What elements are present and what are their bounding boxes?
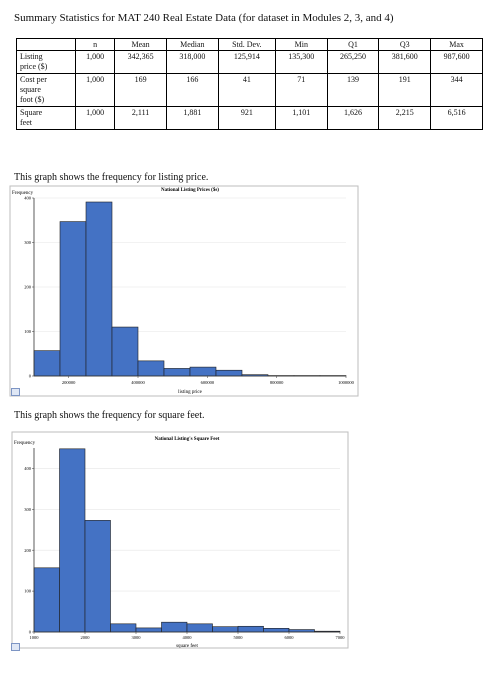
histogram-bar [84, 520, 111, 633]
y-tick-label: 0 [29, 630, 32, 635]
histogram-bar [186, 623, 213, 633]
histogram-bar [163, 368, 191, 377]
table-row: Square feet 1,000 2,111 1,881 921 1,101 1… [16, 106, 483, 130]
histogram-bar [137, 360, 165, 377]
row-label: Square feet [16, 106, 76, 130]
histogram-bar [263, 628, 290, 633]
x-tick-label: 400000 [131, 380, 145, 385]
table-cell: 2,111 [114, 106, 167, 130]
y-tick-label: 0 [29, 374, 32, 379]
table-cell: 1,881 [165, 106, 219, 130]
table-cell: 1,626 [326, 106, 380, 130]
table-column-header: Min [274, 38, 328, 51]
table-cell: 987,600 [430, 50, 483, 74]
table-column-header: Median [165, 38, 219, 51]
histogram-bar [215, 369, 243, 377]
histogram-bar [189, 366, 217, 377]
table-cell: 381,600 [378, 50, 432, 74]
x-tick-label: 800000 [270, 380, 284, 385]
table-column-header: Std. Dev. [217, 38, 276, 51]
table-cell: 265,250 [326, 50, 380, 74]
table-column-header: Q3 [378, 38, 432, 51]
square-feet-histogram: National Listing's Square Feet Frequency 0… [10, 430, 350, 650]
table-cell: 6,516 [430, 106, 483, 130]
x-tick-label: 6000 [285, 635, 295, 640]
histogram-bar [85, 201, 113, 377]
table-column-header: n [74, 38, 116, 51]
y-tick-label: 100 [24, 329, 32, 334]
x-tick-label: 7000 [336, 635, 346, 640]
listing-price-caption: This graph shows the frequency for listi… [14, 172, 209, 183]
row-label: Cost per square foot ($) [16, 73, 76, 107]
x-axis-label: listing price [178, 390, 203, 395]
x-tick-label: 2000 [81, 635, 91, 640]
y-axis-label: Frequency [14, 441, 36, 446]
y-tick-label: 300 [24, 240, 32, 245]
table-cell: 1,000 [74, 50, 116, 74]
table-cell: 166 [165, 73, 219, 107]
table-cell: 41 [217, 73, 276, 107]
histogram-bar [59, 448, 86, 633]
histogram-bar [110, 623, 137, 633]
table-cell: 169 [114, 73, 167, 107]
table-cell: 1,000 [74, 106, 116, 130]
table-column-header: Max [430, 38, 483, 51]
chart-title: National Listing's Square Feet [155, 437, 220, 442]
histogram-bar [237, 625, 264, 633]
x-tick-label: 4000 [183, 635, 193, 640]
summary-statistics-table: n Mean Median Std. Dev. Min Q1 Q3 Max Li… [16, 38, 483, 130]
table-cell: 139 [326, 73, 380, 107]
listing-price-histogram: National Listing Prices ($s) Frequency 0 10… [8, 184, 360, 398]
x-tick-label: 5000 [234, 635, 244, 640]
table-cell: 125,914 [217, 50, 276, 74]
histogram-bar [111, 326, 139, 377]
table-column-header: Mean [114, 38, 167, 51]
x-tick-label: 3000 [132, 635, 142, 640]
row-label: Listing price ($) [16, 50, 76, 74]
square-feet-histogram-svg: National Listing's Square Feet Frequency 0… [11, 431, 349, 649]
table-cell: 318,000 [165, 50, 219, 74]
y-tick-label: 400 [24, 466, 32, 471]
table-row: Cost per square foot ($) 1,000 169 166 41 … [16, 73, 483, 107]
y-axis-label: Frequency [12, 191, 34, 196]
x-tick-label: 600000 [201, 380, 215, 385]
table-cell: 135,300 [274, 50, 328, 74]
square-feet-caption: This graph shows the frequency for squar… [14, 410, 205, 421]
histogram-bar [212, 626, 239, 633]
y-tick-label: 200 [24, 285, 32, 290]
table-cell: 344 [430, 73, 483, 107]
table-column-header [16, 38, 76, 51]
table-cell: 191 [378, 73, 432, 107]
table-row: Listing price ($) 1,000 342,365 318,000 1… [16, 50, 483, 74]
table-cell: 1,000 [74, 73, 116, 107]
y-tick-label: 300 [24, 507, 32, 512]
chart-options-icon[interactable] [11, 388, 20, 396]
chart-title: National Listing Prices ($s) [161, 188, 219, 193]
histogram-bar [33, 567, 60, 633]
table-cell: 2,215 [378, 106, 432, 130]
histogram-bar [161, 621, 188, 633]
histogram-bar [135, 627, 162, 633]
x-tick-label: 1000 [30, 635, 40, 640]
table-cell: 921 [217, 106, 276, 130]
x-tick-label: 200000 [62, 380, 76, 385]
chart-options-icon[interactable] [11, 643, 20, 651]
y-tick-label: 200 [24, 548, 32, 553]
x-tick-label: 1000000 [338, 380, 355, 385]
document-heading: Summary Statistics for MAT 240 Real Esta… [14, 12, 394, 24]
table-header-row: n Mean Median Std. Dev. Min Q1 Q3 Max [16, 38, 483, 51]
histogram-bar [33, 350, 61, 377]
table-cell: 342,365 [114, 50, 167, 74]
table-column-header: Q1 [326, 38, 380, 51]
listing-price-histogram-svg: National Listing Prices ($s) Frequency 0 10… [9, 185, 359, 397]
y-tick-label: 400 [24, 196, 32, 201]
x-axis-label: square feet [176, 644, 198, 649]
histogram-bar [59, 221, 87, 377]
table-cell: 71 [274, 73, 328, 107]
table-cell: 1,101 [274, 106, 328, 130]
y-tick-label: 100 [24, 589, 32, 594]
